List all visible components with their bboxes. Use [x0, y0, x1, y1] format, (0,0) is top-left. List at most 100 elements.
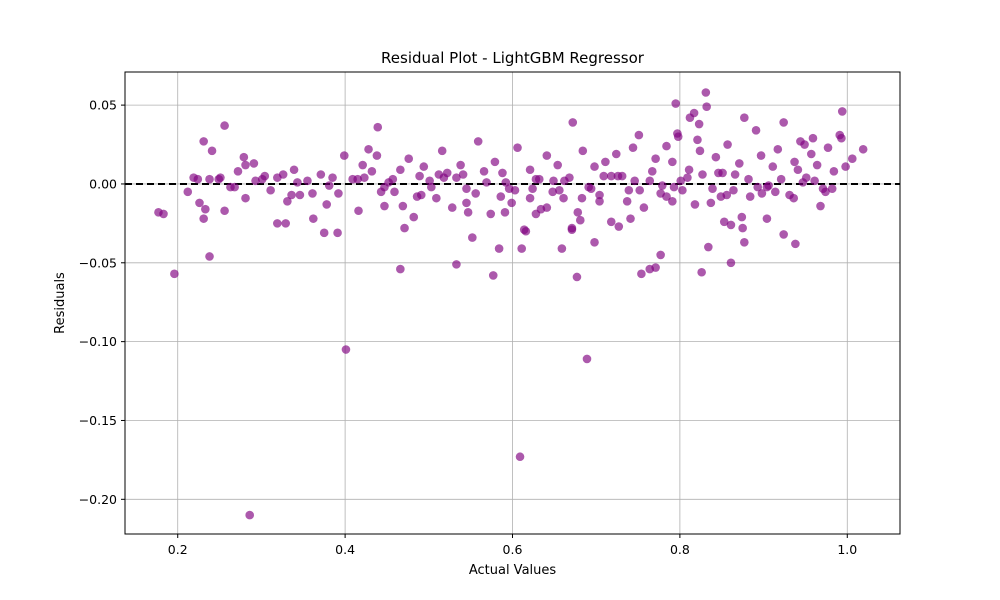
residual-point: [757, 189, 767, 198]
residual-point: [251, 176, 260, 186]
residual-point: [827, 184, 837, 193]
residual-point: [590, 237, 599, 247]
residual-point: [729, 185, 738, 195]
residual-point: [606, 171, 616, 181]
residual-point: [233, 167, 243, 176]
residual-point: [714, 168, 723, 178]
residual-point: [601, 157, 610, 167]
residual-point: [439, 173, 449, 182]
residual-point: [273, 219, 282, 228]
residual-point: [800, 140, 809, 149]
residual-point: [473, 137, 483, 146]
residual-point: [289, 165, 299, 175]
x-axis-label: Actual Values: [469, 563, 557, 578]
residual-point: [773, 144, 783, 154]
residual-point: [756, 151, 766, 160]
residual-point: [534, 174, 544, 184]
residual-point: [578, 146, 588, 156]
residual-point: [694, 119, 704, 129]
residual-point: [841, 162, 850, 171]
residual-point: [334, 189, 343, 198]
residual-point: [837, 133, 846, 143]
residual-point: [698, 170, 707, 179]
residual-point: [764, 181, 773, 190]
residual-point: [341, 345, 351, 354]
residual-point: [738, 223, 747, 233]
residual-point: [639, 203, 649, 212]
residual-point: [183, 187, 193, 197]
residual-point: [542, 151, 552, 160]
residual-point: [555, 185, 564, 195]
residual-point: [412, 192, 422, 201]
residual-point: [789, 193, 799, 203]
scatter-points: [154, 88, 868, 520]
residual-point: [624, 185, 634, 195]
residual-point: [396, 165, 405, 175]
residual-point: [557, 244, 567, 253]
residual-point: [740, 237, 749, 247]
residual-point: [482, 178, 491, 187]
residual-point: [488, 271, 498, 280]
residual-point: [567, 223, 577, 233]
residual-point: [415, 171, 424, 181]
residual-point: [599, 171, 609, 181]
residual-point: [575, 215, 585, 225]
residual-point: [577, 193, 587, 203]
residual-point: [205, 252, 214, 261]
residual-point: [367, 167, 377, 176]
residual-point: [273, 173, 282, 182]
residual-point: [241, 193, 250, 203]
residual-point: [704, 242, 713, 252]
residual-point: [559, 193, 568, 203]
residual-point: [358, 160, 367, 170]
residual-point: [159, 209, 168, 219]
residual-point: [858, 144, 868, 154]
residual-point: [324, 181, 334, 190]
residual-point: [462, 198, 471, 208]
residual-point: [812, 160, 822, 170]
x-tick-label: 1.0: [837, 542, 857, 557]
residual-point: [281, 219, 290, 228]
residual-point: [220, 121, 229, 130]
residual-point: [549, 176, 558, 186]
residual-point: [364, 144, 373, 154]
residual-point: [628, 143, 638, 152]
residual-point: [195, 198, 204, 208]
residual-point: [553, 160, 562, 170]
residual-point: [779, 230, 788, 239]
residual-point: [404, 154, 414, 164]
x-tick-label: 0.2: [168, 542, 188, 557]
residual-point: [199, 137, 208, 146]
residual-point: [479, 167, 489, 176]
residual-point: [388, 174, 398, 184]
residual-point: [170, 269, 179, 279]
y-tick-label: 0.00: [89, 176, 117, 191]
residual-point: [452, 260, 461, 269]
residual-point: [447, 203, 457, 212]
residual-point: [456, 160, 465, 170]
residual-point: [798, 178, 808, 187]
residual-point: [744, 174, 753, 184]
residual-point: [308, 189, 317, 198]
residual-point: [241, 160, 250, 170]
residual-point: [560, 176, 569, 186]
residual-point: [614, 222, 624, 231]
residual-point: [816, 201, 825, 211]
residual-point: [737, 212, 747, 222]
residual-point: [239, 152, 249, 162]
residual-point: [770, 187, 780, 197]
residual-point: [683, 173, 692, 182]
residual-point: [611, 149, 621, 159]
residual-point: [847, 154, 857, 164]
residual-point: [316, 170, 326, 179]
residual-point: [525, 193, 535, 203]
residual-point: [490, 157, 500, 167]
residual-point: [398, 201, 408, 211]
residual-point: [626, 214, 635, 223]
y-axis-ticks: −0.20 −0.15 −0.10 −0.05 0.00 0.05: [79, 98, 125, 507]
residual-point: [201, 204, 210, 214]
residual-point: [353, 174, 362, 184]
residual-point: [293, 178, 302, 187]
residual-point: [517, 244, 527, 253]
